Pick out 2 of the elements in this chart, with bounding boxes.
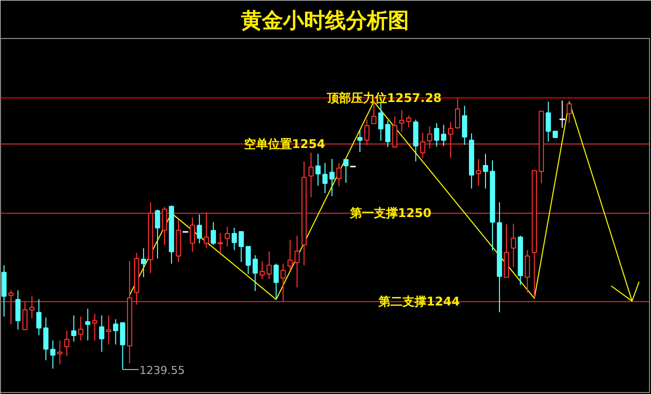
- chart-title: 黄金小时线分析图: [240, 8, 409, 32]
- annotation: 1239.55: [139, 364, 185, 377]
